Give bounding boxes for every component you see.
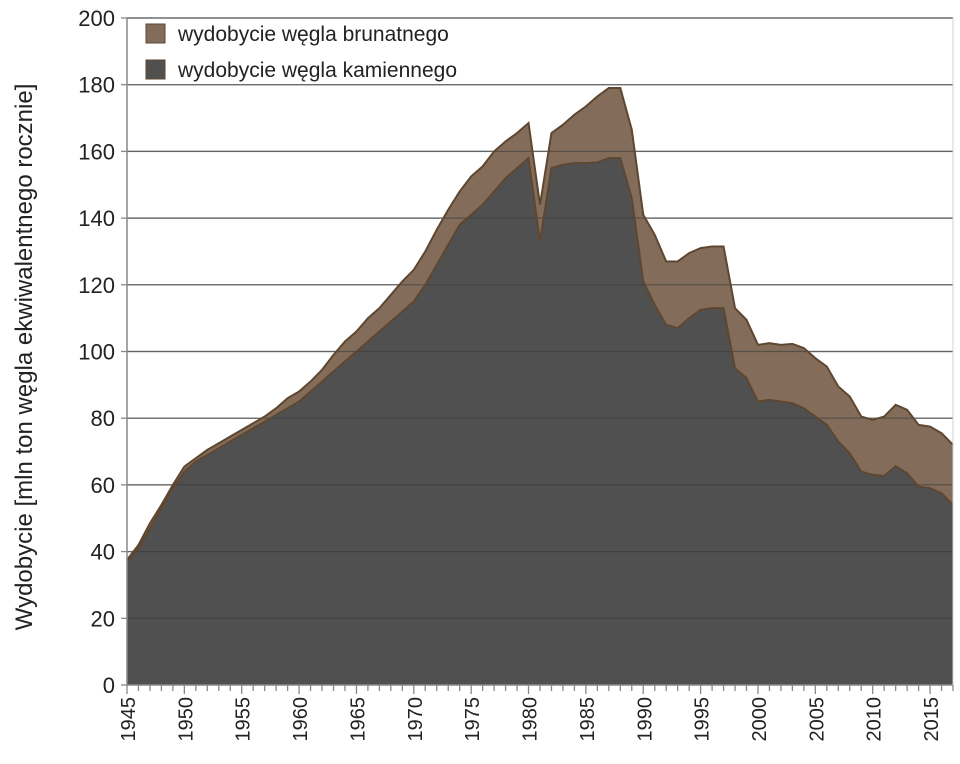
y-tick-label: 80 <box>91 406 115 431</box>
y-tick-label: 20 <box>91 606 115 631</box>
legend: wydobycie węgla brunatnego wydobycie węgl… <box>145 23 457 82</box>
y-tick-label: 200 <box>78 6 115 31</box>
legend-swatch <box>145 23 166 44</box>
series-outline-0 <box>126 156 954 563</box>
y-tick-label: 60 <box>91 473 115 498</box>
x-tick-label: 2015 <box>921 697 943 742</box>
legend-label: wydobycie węgla brunatnego <box>177 23 449 46</box>
legend-swatch <box>145 59 166 80</box>
y-tick-label: 140 <box>78 206 115 231</box>
legend-label: wydobycie węgla kamiennego <box>177 59 457 82</box>
y-tick-label: 120 <box>78 273 115 298</box>
x-tick-label: 1995 <box>692 697 714 742</box>
x-tick-labels: 1945 1950 1955 1960 1965 1970 1975 1980 1985 1990… <box>118 697 943 742</box>
y-tick-label: 40 <box>91 540 115 565</box>
x-tick-label: 1965 <box>347 697 369 742</box>
x-tick-label: 1975 <box>462 697 484 742</box>
x-tick-label: 1985 <box>577 697 599 742</box>
x-tick-label: 1970 <box>405 697 427 742</box>
y-tick-label: 160 <box>78 139 115 164</box>
x-tick-label: 2010 <box>864 697 886 742</box>
x-tick-label: 2005 <box>806 697 828 742</box>
series-areas <box>126 17 954 685</box>
x-tick-label: 1955 <box>233 697 255 742</box>
x-tick-label: 2000 <box>749 697 771 742</box>
y-tick-label: 100 <box>78 340 115 365</box>
x-tick-label: 1990 <box>634 697 656 742</box>
y-tick-label: 0 <box>103 673 115 698</box>
x-tick-label: 1960 <box>290 697 312 742</box>
series-outline-1 <box>126 87 954 561</box>
area-0 <box>127 158 953 685</box>
x-tick-label: 1950 <box>175 697 197 742</box>
y-axis-label: Wydobycie [mln ton węgla ekwiwalentnego … <box>11 84 38 631</box>
y-tick-labels: 0 20 40 60 80 100 120 140 160 180 200 <box>78 6 115 698</box>
axes <box>121 17 954 694</box>
y-tick-label: 180 <box>78 73 115 98</box>
x-tick-label: 1945 <box>118 697 140 742</box>
x-tick-label: 1980 <box>520 697 542 742</box>
